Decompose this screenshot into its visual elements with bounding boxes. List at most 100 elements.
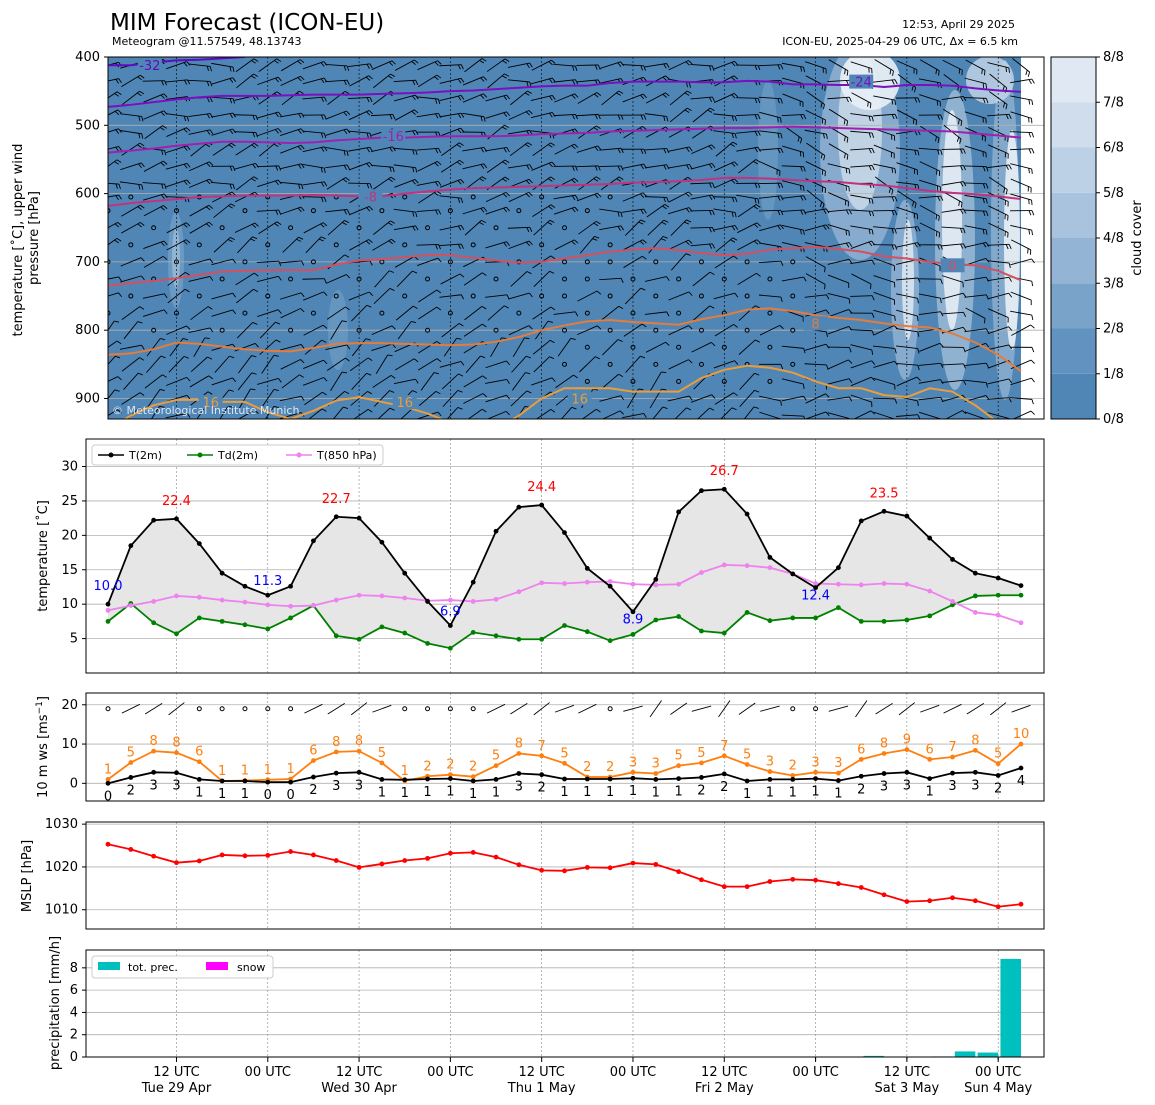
wind-barb-flag	[662, 406, 668, 410]
t850-point	[699, 570, 704, 575]
calm-circle	[721, 276, 727, 282]
td2m-point	[653, 617, 659, 623]
colorbar-tick-label: 8/8	[1103, 50, 1124, 65]
wind-barb-flag	[592, 238, 598, 241]
precipitation-frame	[85, 949, 1045, 1058]
wind-barb-flag	[438, 244, 441, 250]
wind-barb-flag	[366, 183, 370, 189]
wind-barb	[348, 63, 371, 68]
wind-barb	[895, 328, 918, 333]
wind-barb	[827, 242, 850, 248]
wind-barb-flag	[207, 356, 213, 360]
wind-barb-flag	[528, 179, 533, 184]
wind-barb-flag	[501, 75, 507, 79]
wind-barb-flag	[963, 96, 967, 101]
wind-speed-label: 3	[971, 778, 979, 793]
wind-barb	[108, 355, 116, 366]
wind-barb	[714, 161, 735, 172]
wind-barb-flag	[1005, 165, 1009, 170]
wind-barb	[873, 360, 895, 368]
wind-barb-flag	[118, 276, 122, 282]
wind-barb	[804, 343, 827, 351]
wind-barb-flag	[206, 130, 211, 135]
wind-barb	[512, 337, 525, 357]
wind-barb	[668, 60, 689, 71]
wind-barb	[304, 391, 323, 406]
wind-barb-flag	[753, 223, 759, 228]
wind-barb-flag	[344, 390, 350, 395]
t2m-point	[813, 585, 818, 591]
calm-circle	[108, 208, 111, 214]
t2m-point	[493, 528, 499, 534]
gust-label: 8	[515, 736, 523, 751]
calm-circle	[607, 327, 613, 333]
wind-barb-flag	[208, 375, 213, 380]
wind-barb	[235, 272, 255, 286]
mslp-point	[219, 852, 225, 858]
wind-barb	[691, 144, 712, 155]
wind-barb	[691, 342, 712, 353]
wind-barb	[372, 375, 392, 388]
wind-barb-flag	[252, 163, 257, 169]
wind-barb	[257, 309, 279, 317]
wind-barb	[781, 165, 804, 168]
wind-barb-flag	[436, 341, 442, 345]
calm-circle	[767, 378, 773, 384]
wind-ylabel-main: 10 m ws [ms	[36, 714, 51, 798]
wind-barb	[758, 130, 781, 134]
wind-barb	[188, 276, 211, 282]
wind-barb	[234, 222, 256, 233]
wind-barb-flag	[411, 320, 417, 324]
wind-barb	[143, 205, 164, 217]
td2m-point	[904, 617, 910, 623]
wind-barb	[373, 73, 391, 89]
wind-barb-flag	[848, 309, 853, 314]
wind-barb-flag	[437, 257, 442, 263]
wind-barb-flag	[868, 211, 872, 217]
wind-barb	[188, 129, 211, 135]
calm-circle	[630, 344, 636, 350]
wind-barb-flag	[413, 358, 419, 363]
wind-barb-flag	[459, 273, 465, 278]
wind-barb-flag	[803, 229, 805, 236]
wind-barb	[353, 408, 369, 419]
calm-circle	[630, 276, 636, 282]
wind-barb-flag	[572, 195, 576, 201]
wind-barb	[350, 702, 368, 716]
wind-barb-flag	[871, 295, 875, 301]
wind-barb-flag	[205, 206, 211, 211]
wind-barb-flag	[642, 126, 647, 130]
wind-barb-flag	[666, 311, 670, 317]
wind-barb	[941, 243, 964, 247]
wind-barb-flag	[1028, 229, 1031, 235]
calm-circle	[288, 276, 294, 282]
wind-speed-label: 3	[355, 778, 363, 793]
t2m-point	[699, 488, 704, 494]
wind-barb-flag	[912, 201, 915, 207]
wind-barb-flag	[436, 289, 442, 294]
calm-circle	[584, 208, 590, 214]
wind-barb-flag	[756, 239, 761, 244]
legend-precip-swatch	[98, 962, 120, 970]
wind-barb-flag	[254, 222, 259, 227]
wind-barb-flag	[276, 221, 282, 226]
wind-barb-flag	[549, 78, 553, 84]
wind-barb-flag	[548, 162, 553, 168]
wind-barb-flag	[229, 113, 234, 119]
wind-barb	[919, 411, 941, 419]
wind-barb	[169, 338, 184, 357]
wind-barb	[233, 131, 256, 133]
wind-barb-flag	[712, 96, 716, 102]
gust-point	[196, 759, 202, 765]
calm-circle	[721, 378, 727, 384]
mslp-point	[470, 849, 476, 855]
wind-barb-flag	[959, 87, 962, 93]
wind-barb	[896, 293, 918, 299]
wind-barb-flag	[480, 77, 485, 82]
wind-barb	[873, 144, 895, 154]
wind-barb-flag	[435, 98, 438, 104]
wind-barb-flag	[820, 102, 823, 108]
wind-barb	[919, 204, 940, 217]
wind-barb	[713, 60, 735, 70]
gust-label: 3	[834, 756, 842, 771]
